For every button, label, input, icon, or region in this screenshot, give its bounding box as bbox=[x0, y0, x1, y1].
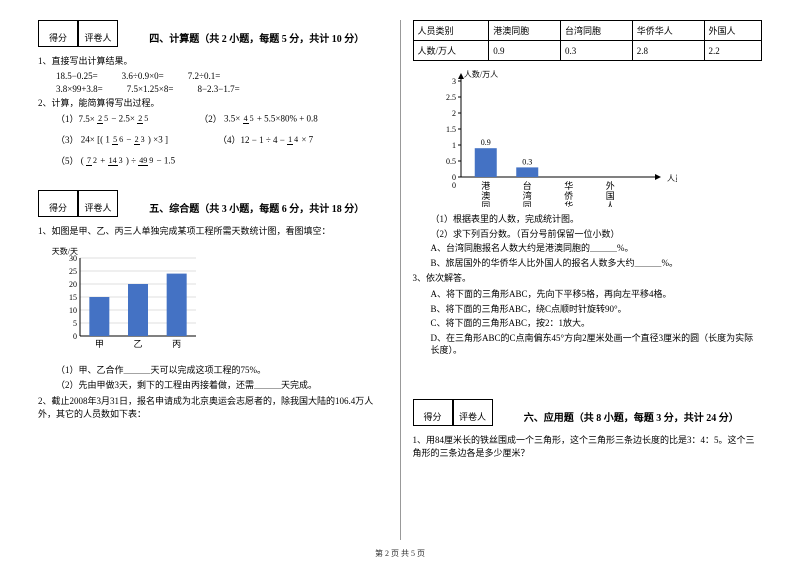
eq-row-3: （5） ( 72 + 143 ) ÷ 499 − 1.5 bbox=[56, 154, 388, 167]
q5-2: 2、截止2008年3月31日，报名申请成为北京奥运会志愿者的，除我国大陆的106… bbox=[38, 395, 388, 420]
svg-text:台: 台 bbox=[522, 180, 531, 191]
eq3: （3） 24× [( 1 56 − 23 ) ×3 ] bbox=[56, 133, 168, 146]
q4-2: 2、计算，能简算得写出过程。 bbox=[38, 97, 388, 110]
chart-volunteers: 人数/万人00.511.522.53人员类别00.9港澳同胞0.3台湾同胞华侨华… bbox=[427, 67, 763, 207]
q5-3: 3、依次解答。 bbox=[413, 272, 763, 285]
eq4: （4）12 − 1 ÷ 4 − 14 × 7 bbox=[218, 133, 313, 146]
q4-1: 1、直接写出计算结果。 bbox=[38, 55, 388, 68]
section5-title: 五、综合题（共 3 小题，每题 6 分，共计 18 分） bbox=[126, 200, 388, 215]
q5-3a: A、将下面的三角形ABC，先向下平移5格，再向左平移4格。 bbox=[431, 288, 763, 301]
svg-text:20: 20 bbox=[69, 280, 77, 289]
calc-row-1: 18.5−0.25= 3.6÷0.9×0= 7.2÷0.1= bbox=[56, 71, 388, 81]
expr: 7.2÷0.1= bbox=[188, 71, 221, 81]
svg-text:0.5: 0.5 bbox=[446, 157, 456, 166]
q6-1: 1、用84厘米长的铁丝围成一个三角形，这个三角形三条边长度的比是3：4：5。这个… bbox=[413, 434, 763, 459]
score-box-6: 得分 评卷人 bbox=[413, 399, 493, 426]
svg-text:外: 外 bbox=[605, 180, 614, 191]
table-row: 人数/万人 0.9 0.3 2.8 2.2 bbox=[413, 41, 762, 61]
svg-text:港: 港 bbox=[481, 180, 490, 191]
expr: 7.5×1.25×8= bbox=[127, 84, 174, 94]
svg-text:澳: 澳 bbox=[481, 190, 490, 201]
q5-3d: D、在三角形ABC的C点南偏东45°方向2厘米处画一个直径3厘米的圆（长度为实际… bbox=[431, 332, 763, 357]
svg-text:0: 0 bbox=[73, 332, 77, 341]
page-footer: 第 2 页 共 5 页 bbox=[0, 548, 800, 559]
svg-text:乙: 乙 bbox=[133, 339, 142, 349]
table-row: 人员类别 港澳同胞 台湾同胞 华侨华人 外国人 bbox=[413, 21, 762, 41]
svg-text:国: 国 bbox=[605, 191, 614, 201]
svg-text:丙: 丙 bbox=[172, 339, 181, 349]
svg-text:0.9: 0.9 bbox=[480, 138, 490, 147]
score-box-4: 得分 评卷人 bbox=[38, 20, 118, 47]
svg-text:0: 0 bbox=[452, 181, 456, 190]
svg-text:同: 同 bbox=[481, 201, 490, 207]
grader-label: 评卷人 bbox=[78, 20, 118, 46]
eq2: （2） 3.5× 45 + 5.5×80% + 0.8 bbox=[199, 112, 318, 125]
svg-text:人: 人 bbox=[605, 201, 614, 207]
score-box-5: 得分 评卷人 bbox=[38, 190, 118, 217]
svg-text:华: 华 bbox=[564, 200, 573, 207]
expr: 3.6÷0.9×0= bbox=[122, 71, 164, 81]
svg-text:甲: 甲 bbox=[95, 339, 104, 349]
expr: 18.5−0.25= bbox=[56, 71, 98, 81]
svg-text:侨: 侨 bbox=[564, 190, 573, 201]
svg-text:0.3: 0.3 bbox=[522, 157, 532, 166]
svg-text:2.5: 2.5 bbox=[446, 93, 456, 102]
svg-text:1: 1 bbox=[452, 141, 456, 150]
svg-text:10: 10 bbox=[69, 306, 77, 315]
expr: 8−2.3−1.7= bbox=[197, 84, 239, 94]
svg-text:华: 华 bbox=[564, 180, 573, 191]
q5-1a: （1）甲、乙合作＿＿＿天可以完成这项工程的75%。 bbox=[56, 364, 388, 377]
q5-1: 1、如图是甲、乙、丙三人单独完成某项工程所需天数统计图，看图填空： bbox=[38, 225, 388, 238]
svg-text:湾: 湾 bbox=[522, 190, 531, 201]
score-label: 得分 bbox=[38, 20, 78, 46]
column-divider bbox=[400, 20, 401, 540]
eq-row-1: （1）7.5× 25 − 2.5× 25 （2） 3.5× 45 + 5.5×8… bbox=[56, 112, 388, 125]
q-sub1: （1）根据表里的人数，完成统计图。 bbox=[431, 213, 763, 226]
section6-title: 六、应用题（共 8 小题，每题 3 分，共计 24 分） bbox=[501, 409, 763, 424]
svg-text:同: 同 bbox=[522, 201, 531, 207]
svg-text:30: 30 bbox=[69, 254, 77, 263]
section4-title: 四、计算题（共 2 小题，每题 5 分，共计 10 分） bbox=[126, 30, 388, 45]
q5-3b: B、将下面的三角形ABC，绕C点顺时针旋转90°。 bbox=[431, 303, 763, 316]
q-sub2: （2）求下列百分数。（百分号前保留一位小数） bbox=[431, 228, 763, 241]
calc-row-2: 3.8×99+3.8= 7.5×1.25×8= 8−2.3−1.7= bbox=[56, 84, 388, 94]
q-sub2a: A、台湾同胞报名人数大约是港澳同胞的＿＿＿%。 bbox=[431, 242, 763, 255]
eq5: （5） ( 72 + 143 ) ÷ 499 − 1.5 bbox=[56, 154, 175, 167]
eq-row-2: （3） 24× [( 1 56 − 23 ) ×3 ] （4）12 − 1 ÷ … bbox=[56, 133, 388, 146]
q5-1b: （2）先由甲做3天，剩下的工程由丙接着做，还需＿＿＿天完成。 bbox=[56, 379, 388, 392]
svg-text:1.5: 1.5 bbox=[446, 125, 456, 134]
svg-text:人员类别: 人员类别 bbox=[667, 173, 677, 183]
eq1: （1）7.5× 25 − 2.5× 25 bbox=[56, 112, 149, 125]
q-sub2b: B、旅居国外的华侨华人比外国人的报名人数多大约＿＿＿%。 bbox=[431, 257, 763, 270]
svg-text:2: 2 bbox=[452, 109, 456, 118]
svg-text:人数/万人: 人数/万人 bbox=[463, 69, 497, 79]
q5-3c: C、将下面的三角形ABC，按2：1放大。 bbox=[431, 317, 763, 330]
svg-text:25: 25 bbox=[69, 267, 77, 276]
expr: 3.8×99+3.8= bbox=[56, 84, 103, 94]
svg-text:15: 15 bbox=[69, 293, 77, 302]
chart-days: 天数/天051015202530甲乙丙 bbox=[52, 244, 388, 358]
svg-text:3: 3 bbox=[452, 77, 456, 86]
svg-text:5: 5 bbox=[73, 319, 77, 328]
volunteer-table: 人员类别 港澳同胞 台湾同胞 华侨华人 外国人 人数/万人 0.9 0.3 2.… bbox=[413, 20, 763, 61]
